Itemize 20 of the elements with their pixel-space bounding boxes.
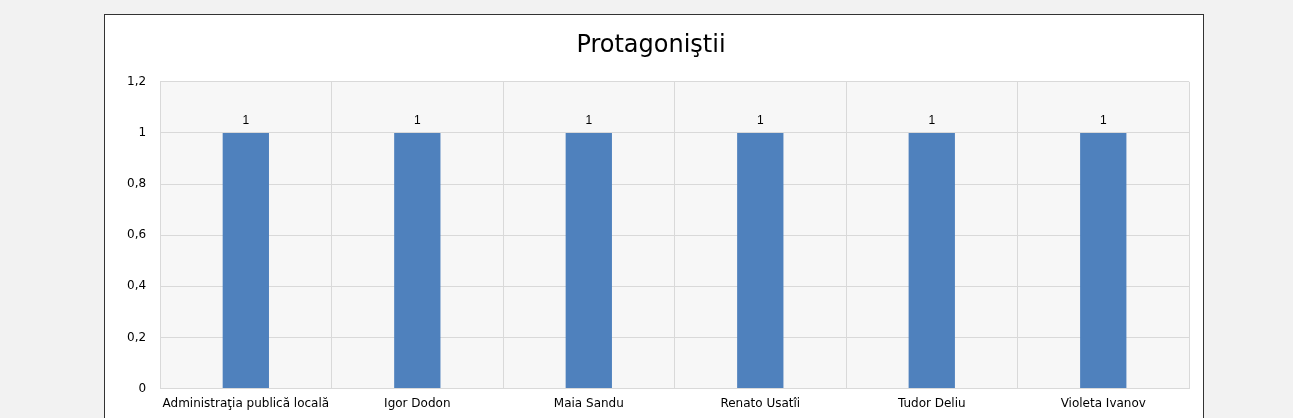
x-tick-label: Renato Usatîi <box>720 395 801 410</box>
x-tick-label: Igor Dodon <box>384 395 451 410</box>
x-tick-label: Maia Sandu <box>553 395 624 410</box>
y-tick-label: 0,2 <box>126 329 147 344</box>
data-label: 1 <box>242 113 250 128</box>
y-tick-label: 1 <box>138 125 147 140</box>
y-tick-label: 0,6 <box>126 227 147 242</box>
x-tick-label: Violeta Ivanov <box>1060 395 1146 410</box>
y-tick-label: 1,2 <box>126 73 147 88</box>
data-label: 1 <box>1099 113 1107 128</box>
y-tick-label: 0 <box>138 380 147 395</box>
data-label: 1 <box>413 113 421 128</box>
data-label: 1 <box>585 113 593 128</box>
data-label: 1 <box>756 113 764 128</box>
y-tick-label: 0,4 <box>126 278 147 293</box>
x-tick-label: Tudor Deliu <box>896 395 966 410</box>
data-label: 1 <box>928 113 936 128</box>
y-tick-label: 0,8 <box>126 176 147 191</box>
x-tick-label: Administraţia publică locală <box>162 395 330 410</box>
chart-title: Protagoniştii <box>576 29 726 58</box>
